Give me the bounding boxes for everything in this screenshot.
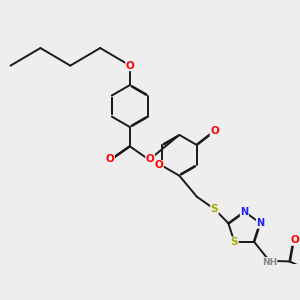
Text: N: N	[240, 206, 248, 217]
Text: S: S	[231, 237, 238, 247]
Text: O: O	[146, 154, 154, 164]
Text: O: O	[154, 160, 163, 170]
Text: O: O	[126, 61, 134, 70]
Text: O: O	[106, 154, 114, 164]
Text: O: O	[210, 126, 219, 136]
Text: S: S	[211, 204, 218, 214]
Text: NH: NH	[262, 258, 277, 267]
Text: N: N	[256, 218, 265, 228]
Text: O: O	[290, 235, 299, 245]
